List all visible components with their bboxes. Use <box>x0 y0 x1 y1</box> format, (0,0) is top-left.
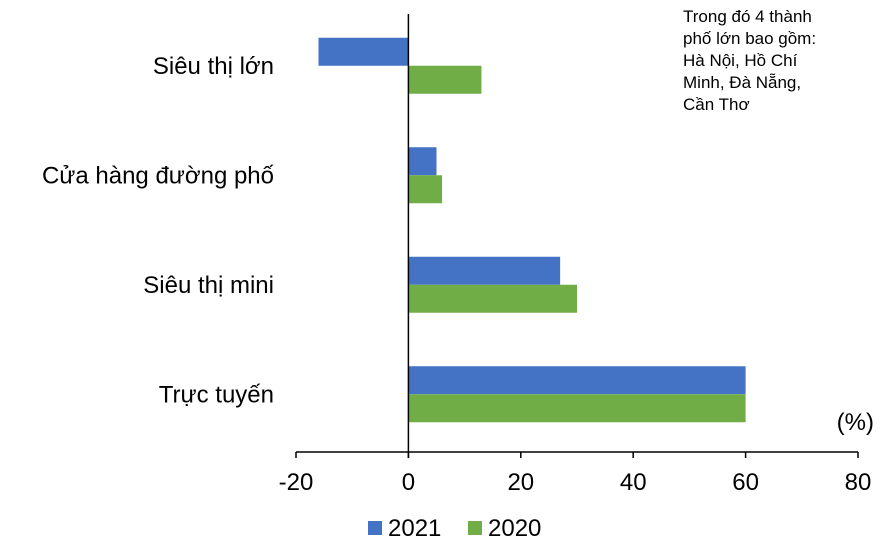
legend-label-2021: 2021 <box>388 515 441 542</box>
bar-2021-1 <box>408 147 437 176</box>
category-label: Siêu thị mini <box>143 272 274 299</box>
note-text: Trong đó 4 thành phố lớn bao gồm: Hà Nội… <box>683 6 873 116</box>
unit-label: (%) <box>837 409 874 436</box>
x-tick-label: 0 <box>402 469 415 496</box>
bar-2020-3 <box>408 394 746 423</box>
x-axis-ticks: -20 0 20 40 60 80 <box>279 452 872 496</box>
bars-group <box>318 37 746 423</box>
x-tick-label: -20 <box>279 469 314 496</box>
x-tick-label: 20 <box>507 469 534 496</box>
note-line: Hà Nội, Hồ Chí <box>683 51 798 70</box>
category-label: Cửa hàng đường phố <box>42 162 274 189</box>
category-label: Siêu thị lớn <box>153 53 274 80</box>
legend-swatch-2020 <box>468 521 482 535</box>
category-label: Trực tuyến <box>159 381 274 408</box>
legend-swatch-2021 <box>368 521 382 535</box>
bar-2020-0 <box>408 65 482 94</box>
x-tick-label: 80 <box>845 469 872 496</box>
bar-2021-2 <box>408 256 561 285</box>
legend: 2021 2020 <box>368 515 541 542</box>
bar-2021-0 <box>318 37 409 66</box>
note-line: Trong đó 4 thành <box>683 7 812 26</box>
note-line: Cần Thơ <box>683 95 750 114</box>
bar-2020-1 <box>408 175 443 204</box>
bar-2021-3 <box>408 366 746 395</box>
note-line: Minh, Đà Nẵng, <box>683 73 802 92</box>
note-line: phố lớn bao gồm: <box>683 29 817 48</box>
legend-label-2020: 2020 <box>488 515 541 542</box>
x-tick-label: 40 <box>620 469 647 496</box>
x-tick-label: 60 <box>732 469 759 496</box>
category-labels: Siêu thị lớn Cửa hàng đường phố Siêu thị m… <box>42 53 274 409</box>
bar-2020-2 <box>408 284 577 313</box>
